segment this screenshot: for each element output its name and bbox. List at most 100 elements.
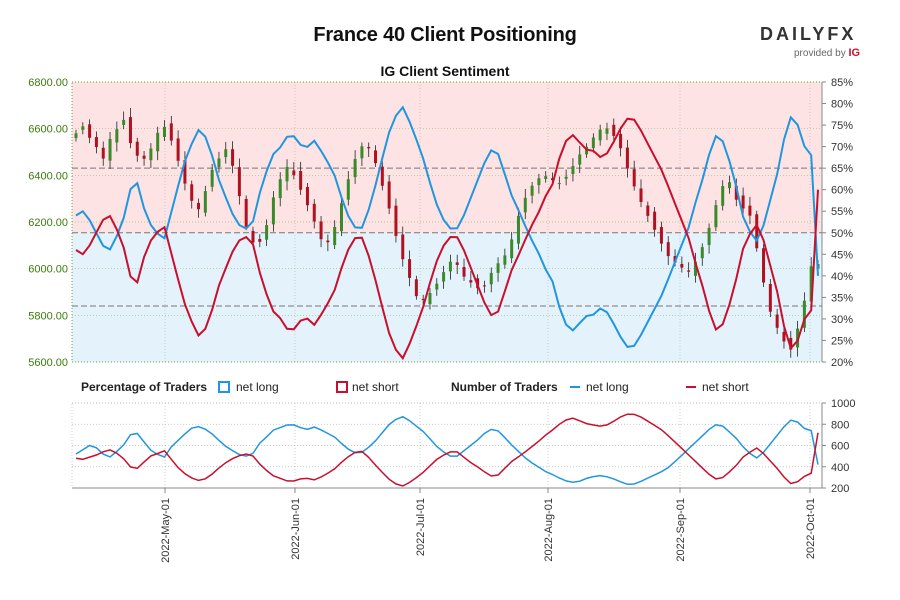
candle-body <box>251 230 255 243</box>
candle-body <box>326 240 330 243</box>
candle-body <box>197 202 201 210</box>
candle-body <box>693 261 697 276</box>
candle-body <box>231 149 235 166</box>
candle-body <box>401 234 405 260</box>
pct-tick-label: 50% <box>831 228 853 240</box>
candle-body <box>367 146 371 149</box>
candle-body <box>530 185 534 196</box>
candle-body <box>782 331 786 342</box>
logo-sub: provided by IG <box>760 47 870 59</box>
candle-body <box>156 132 160 152</box>
candle-body <box>169 123 173 141</box>
price-tick-label: 6200.00 <box>28 217 68 229</box>
legend-pct-short-label: net short <box>352 380 399 394</box>
candle-body <box>339 203 343 232</box>
candle-body <box>646 205 650 216</box>
candle-body <box>707 227 711 245</box>
candle-body <box>224 149 228 158</box>
candle-body <box>755 214 759 249</box>
pct-net-long-line <box>75 105 819 348</box>
net-long-zone <box>72 232 822 362</box>
candle-body <box>714 205 718 228</box>
candle-body <box>319 221 323 240</box>
pct-tick-label: 85% <box>831 77 853 89</box>
candle-body <box>523 197 527 213</box>
candle-body <box>299 171 303 190</box>
price-panel: 5600.00 5800.00 6000.00 6200.00 6400.00 6600.… <box>28 77 853 488</box>
candle-body <box>748 205 752 216</box>
pct-tick-label: 55% <box>831 206 853 218</box>
candle-body <box>408 259 412 278</box>
candle-body <box>101 147 105 159</box>
candle-body <box>210 169 214 187</box>
candle-body <box>666 242 670 257</box>
candle-body <box>598 129 602 141</box>
pct-tick-label: 40% <box>831 271 853 283</box>
legend-pct-long-swatch <box>218 381 230 393</box>
candle-body <box>435 283 439 290</box>
candle-body <box>421 298 425 300</box>
candle-body <box>88 124 92 138</box>
x-axis: 2022-May-01 2022-Jun-01 2022-Jul-01 2022-Au… <box>72 487 822 563</box>
candle-body <box>469 280 473 283</box>
candle-body <box>775 314 779 328</box>
candle-body <box>578 154 582 165</box>
candle-body <box>462 267 466 277</box>
num-tick-label: 800 <box>831 419 849 431</box>
candle-body <box>557 183 561 185</box>
candle-body <box>312 203 316 222</box>
logo-sub-text: provided by <box>794 48 846 59</box>
num-tick-label: 200 <box>831 483 849 495</box>
num-tick-label: 600 <box>831 441 849 453</box>
candle-body <box>149 148 153 161</box>
candle-body <box>687 270 691 272</box>
candle-body <box>551 178 555 181</box>
pct-tick-label: 35% <box>831 292 853 304</box>
candle-body <box>305 186 309 206</box>
candle-body <box>762 248 766 283</box>
legend-pct-title: Percentage of Traders <box>81 380 207 394</box>
candle-body <box>489 272 493 285</box>
x-tick-label: 2022-Aug-01 <box>543 498 555 562</box>
candle-body <box>176 138 180 161</box>
ig-logo: IG <box>848 47 861 59</box>
price-tick-label: 6800.00 <box>28 77 68 89</box>
pct-tick-label: 65% <box>831 163 853 175</box>
candle-body <box>619 133 623 149</box>
num-tick-label: 1000 <box>831 398 855 410</box>
candle-body <box>768 283 772 312</box>
candle-body <box>217 158 221 168</box>
candle-body <box>142 155 146 159</box>
candle-body <box>741 195 745 209</box>
candle-body <box>271 197 275 225</box>
num-net-long-line <box>75 415 819 486</box>
candle-body <box>360 146 364 159</box>
candle-body <box>537 178 541 186</box>
price-tick-label: 6000.00 <box>28 264 68 276</box>
candle-body <box>292 170 296 176</box>
candle-body <box>135 141 139 156</box>
candle-body <box>94 137 98 148</box>
candle-body <box>639 188 643 203</box>
candle-body <box>571 166 575 175</box>
price-tick-label: 6400.00 <box>28 170 68 182</box>
candle-body <box>190 184 194 201</box>
candle-body <box>285 166 289 182</box>
price-panel-frame <box>71 81 823 363</box>
legend-pct-short-swatch <box>336 381 348 393</box>
candle-body <box>510 239 514 259</box>
candle-body <box>612 124 616 136</box>
legend-num-title: Number of Traders <box>451 380 558 394</box>
candle-body <box>653 211 657 230</box>
candle-body <box>333 226 337 246</box>
pct-tick-label: 45% <box>831 249 853 261</box>
candle-body <box>482 285 486 287</box>
x-tick-label: 2022-May-01 <box>160 498 172 563</box>
candle-body <box>721 186 725 206</box>
candle-body <box>244 198 248 227</box>
num-net-short-line <box>75 413 819 487</box>
candle-body <box>183 160 187 184</box>
x-tick-label: 2022-Sep-01 <box>675 498 687 562</box>
legend-num-short-label: net short <box>702 380 749 394</box>
candle-body <box>353 159 357 178</box>
